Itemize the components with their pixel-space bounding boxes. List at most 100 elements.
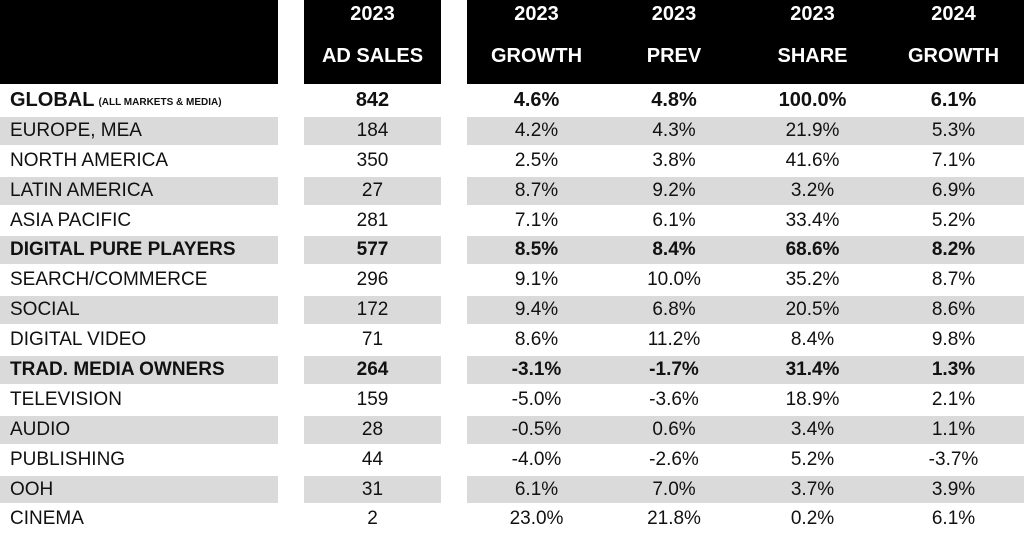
cell-growth-2024: -3.7%	[928, 448, 979, 470]
cell-growth-2024: 5.2%	[931, 209, 976, 231]
row-band	[0, 176, 278, 205]
cell-growth-2023: 8.7%	[514, 179, 559, 201]
row-band	[0, 356, 278, 384]
cell-prev-2023: 6.8%	[652, 299, 696, 321]
row-band	[467, 356, 1024, 384]
row-band	[0, 116, 278, 145]
row-label: GLOBAL (ALL MARKETS & MEDIA)	[10, 86, 222, 116]
cell-share-2023: 31.4%	[785, 358, 840, 380]
table-row: ASIA PACIFIC 281 7.1% 6.1% 33.4% 5.2%	[0, 206, 1024, 236]
cell-ad-sales-2023: 159	[356, 388, 389, 410]
cell-growth-2023: 2.5%	[514, 149, 559, 171]
row-label: DIGITAL PURE PLAYERS	[10, 235, 236, 265]
cell-ad-sales-2023: 577	[356, 239, 389, 261]
cell-ad-sales-2023: 2	[367, 508, 378, 530]
column-header-year: 2023	[651, 3, 697, 25]
row-label-text: DIGITAL VIDEO	[10, 329, 147, 351]
row-label-text: PUBLISHING	[10, 448, 126, 470]
cell-ad-sales-2023: 44	[361, 448, 384, 470]
column-header-growth-2024: 2024 GROWTH	[883, 0, 1024, 84]
cell-ad-sales-2023: 296	[356, 269, 389, 291]
cell-share-2023: 3.2%	[790, 179, 835, 201]
cell-ad-sales-2023: 281	[356, 209, 389, 231]
cell-growth-2024: 5.3%	[931, 119, 976, 141]
row-label: AUDIO	[10, 415, 70, 445]
cell-growth-2024: 6.1%	[931, 508, 976, 530]
cell-share-2023: 21.9%	[785, 119, 840, 141]
cell-growth-2023: 8.6%	[514, 329, 559, 351]
row-label-text: OOH	[10, 478, 54, 500]
row-band	[467, 116, 1024, 145]
row-band	[467, 415, 1024, 444]
table-body: GLOBAL (ALL MARKETS & MEDIA) 842 4.6% 4.8% 10…	[0, 86, 1024, 534]
column-header-metric: AD SALES	[321, 45, 424, 67]
cell-prev-2023: -3.6%	[649, 388, 699, 410]
table-row: EUROPE, MEA 184 4.2% 4.3% 21.9% 5.3%	[0, 116, 1024, 146]
row-band	[304, 356, 441, 384]
row-label-text: TRAD. MEDIA OWNERS	[10, 358, 225, 380]
cell-growth-2024: 2.1%	[931, 388, 976, 410]
row-band	[304, 296, 441, 325]
table-row: GLOBAL (ALL MARKETS & MEDIA) 842 4.6% 4.8% 10…	[0, 86, 1024, 116]
row-label: DIGITAL VIDEO	[10, 325, 146, 355]
table-row: OOH 31 6.1% 7.0% 3.7% 3.9%	[0, 475, 1024, 505]
cell-share-2023: 68.6%	[785, 239, 840, 261]
cell-prev-2023: 6.1%	[652, 209, 696, 231]
row-label: LATIN AMERICA	[10, 176, 153, 206]
cell-ad-sales-2023: 28	[361, 418, 384, 440]
row-band	[304, 116, 441, 145]
cell-share-2023: 0.2%	[790, 508, 835, 530]
cell-growth-2023: 4.6%	[513, 89, 560, 112]
table-row: DIGITAL VIDEO 71 8.6% 11.2% 8.4% 9.8%	[0, 325, 1024, 355]
row-label-text: CINEMA	[10, 508, 84, 530]
cell-ad-sales-2023: 842	[355, 89, 390, 112]
cell-prev-2023: 10.0%	[647, 269, 701, 291]
row-band	[0, 236, 278, 265]
column-header-growth-2023: 2023 GROWTH	[467, 0, 606, 84]
cell-growth-2024: 6.1%	[930, 89, 977, 112]
row-label: TELEVISION	[10, 385, 122, 415]
header-block-metrics	[467, 0, 1024, 84]
column-header-year: 2023	[514, 3, 559, 25]
cell-growth-2024: 9.8%	[931, 329, 976, 351]
column-header-ad-sales-2023: 2023 AD SALES	[304, 0, 441, 84]
column-header-year: 2023	[350, 3, 395, 25]
cell-prev-2023: 7.0%	[652, 478, 696, 500]
cell-growth-2023: 7.1%	[514, 209, 559, 231]
row-label-text: AUDIO	[10, 418, 71, 440]
row-label-text: TELEVISION	[10, 388, 122, 410]
table-row: AUDIO 28 -0.5% 0.6% 3.4% 1.1%	[0, 415, 1024, 445]
cell-share-2023: 41.6%	[785, 149, 840, 171]
row-label-text: GLOBAL	[10, 89, 95, 112]
cell-prev-2023: -2.6%	[649, 448, 699, 470]
cell-prev-2023: 3.8%	[652, 149, 696, 171]
row-band	[467, 236, 1024, 265]
cell-growth-2023: 9.1%	[514, 269, 559, 291]
row-label-note: (ALL MARKETS & MEDIA)	[98, 97, 222, 109]
row-label: NORTH AMERICA	[10, 146, 168, 176]
row-label: SEARCH/COMMERCE	[10, 265, 207, 295]
column-header-metric: GROWTH	[907, 45, 1000, 67]
cell-ad-sales-2023: 172	[356, 299, 389, 321]
row-band	[304, 176, 441, 205]
column-header-metric: PREV	[646, 45, 702, 67]
cell-ad-sales-2023: 350	[356, 149, 389, 171]
table-row: TRAD. MEDIA OWNERS 264 -3.1% -1.7% 31.4% 1.3%	[0, 355, 1024, 385]
row-band	[304, 236, 441, 265]
row-label-text: LATIN AMERICA	[10, 179, 154, 201]
column-header-share-2023: 2023 SHARE	[742, 0, 883, 84]
cell-growth-2024: 7.1%	[931, 149, 976, 171]
cell-growth-2024: 3.9%	[931, 478, 976, 500]
cell-ad-sales-2023: 71	[361, 329, 384, 351]
row-label-text: NORTH AMERICA	[10, 149, 169, 171]
cell-prev-2023: 21.8%	[647, 508, 701, 530]
cell-growth-2024: 8.2%	[931, 239, 976, 261]
cell-share-2023: 3.4%	[790, 418, 835, 440]
cell-share-2023: 100.0%	[778, 89, 847, 112]
cell-prev-2023: 11.2%	[647, 329, 701, 351]
column-header-metric: SHARE	[777, 45, 848, 67]
cell-share-2023: 33.4%	[785, 209, 840, 231]
row-label: PUBLISHING	[10, 445, 125, 475]
row-band	[304, 415, 441, 444]
cell-growth-2023: 4.2%	[514, 119, 559, 141]
